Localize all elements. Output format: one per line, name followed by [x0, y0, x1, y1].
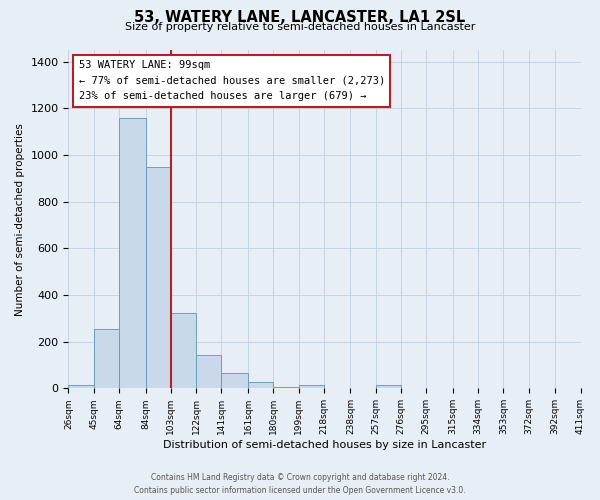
Y-axis label: Number of semi-detached properties: Number of semi-detached properties: [15, 122, 25, 316]
Bar: [146, 166, 171, 388]
Bar: [68, 385, 94, 388]
Bar: [119, 118, 146, 388]
Bar: [221, 373, 248, 388]
Text: Contains HM Land Registry data © Crown copyright and database right 2024.
Contai: Contains HM Land Registry data © Crown c…: [134, 474, 466, 495]
Text: Size of property relative to semi-detached houses in Lancaster: Size of property relative to semi-detach…: [125, 22, 475, 32]
Bar: [299, 386, 324, 388]
Bar: [171, 312, 196, 388]
Bar: [94, 329, 119, 388]
Text: 53, WATERY LANE, LANCASTER, LA1 2SL: 53, WATERY LANE, LANCASTER, LA1 2SL: [134, 10, 466, 25]
Bar: [376, 386, 401, 388]
Text: 53 WATERY LANE: 99sqm
← 77% of semi-detached houses are smaller (2,273)
23% of s: 53 WATERY LANE: 99sqm ← 77% of semi-deta…: [79, 60, 385, 102]
X-axis label: Distribution of semi-detached houses by size in Lancaster: Distribution of semi-detached houses by …: [163, 440, 486, 450]
Bar: [273, 387, 299, 388]
Bar: [248, 382, 273, 388]
Bar: [196, 354, 221, 388]
